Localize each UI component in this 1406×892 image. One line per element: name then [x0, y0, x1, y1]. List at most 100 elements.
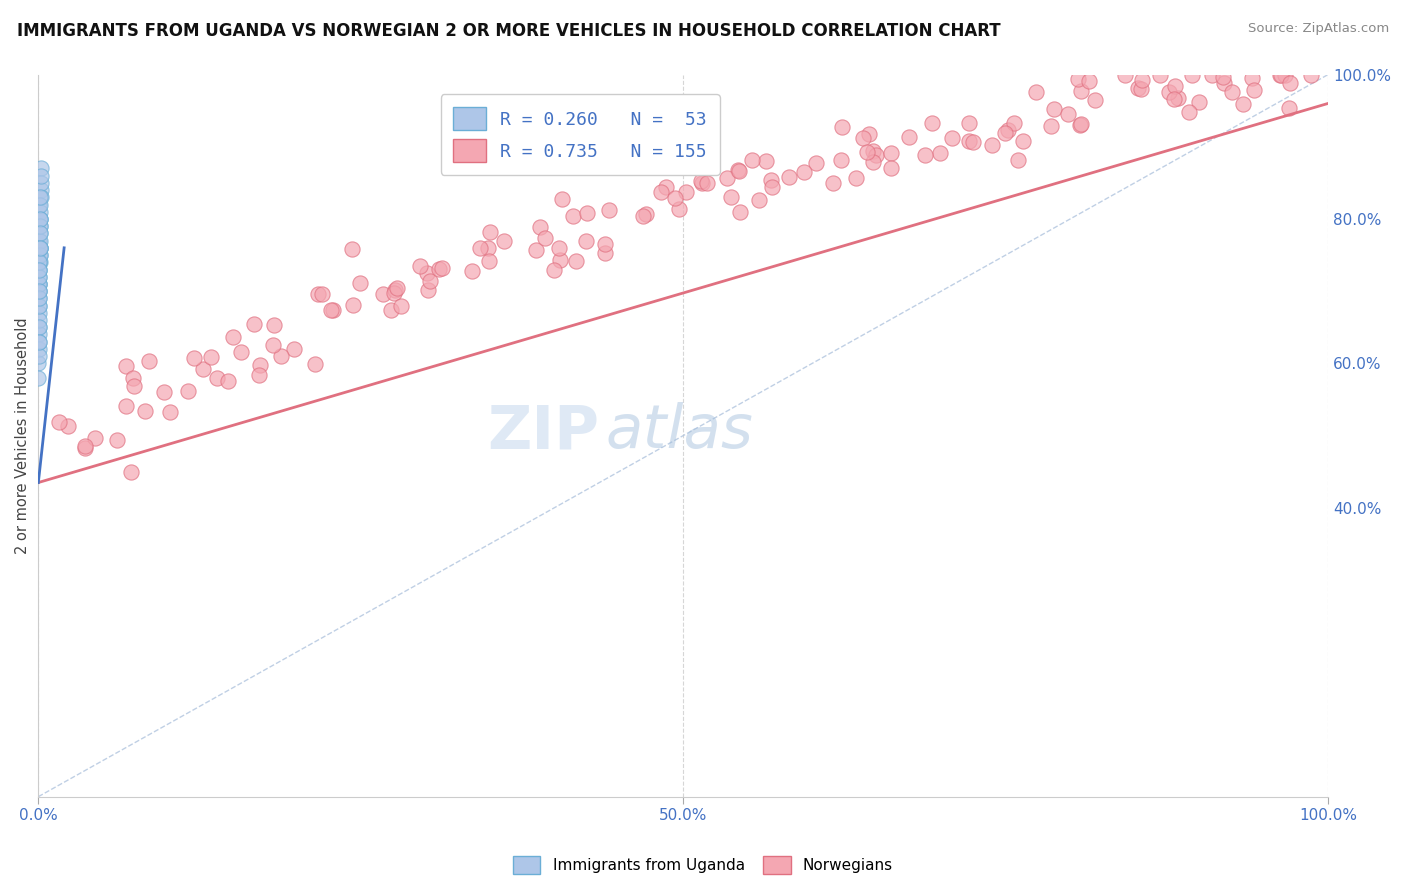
Point	[28, 241, 51, 255]
Point	[1007, 153, 1029, 167]
Point	[856, 145, 879, 159]
Point	[28, 284, 51, 298]
Point	[28, 284, 51, 298]
Point	[262, 338, 284, 352]
Y-axis label: 2 or more Vehicles in Household: 2 or more Vehicles in Household	[15, 318, 30, 554]
Point	[941, 131, 963, 145]
Point	[716, 171, 738, 186]
Point	[28, 248, 51, 262]
Point	[720, 190, 742, 204]
Point	[1278, 101, 1301, 115]
Point	[249, 358, 271, 372]
Point	[73, 442, 96, 456]
Point	[84, 431, 107, 445]
Point	[1181, 68, 1204, 82]
Point	[548, 241, 571, 255]
Point	[28, 334, 51, 349]
Point	[28, 219, 51, 234]
Point	[675, 185, 697, 199]
Point	[28, 241, 51, 255]
Point	[30, 204, 52, 219]
Point	[862, 155, 884, 169]
Point	[593, 245, 616, 260]
Point	[28, 248, 51, 262]
Point	[27, 371, 49, 385]
Point	[730, 205, 752, 219]
Point	[217, 375, 239, 389]
Point	[30, 183, 52, 197]
Point	[1157, 85, 1180, 99]
Point	[28, 299, 51, 313]
Point	[1212, 70, 1234, 84]
Point	[263, 318, 285, 332]
Point	[56, 419, 79, 434]
Point	[409, 259, 432, 273]
Point	[30, 211, 52, 226]
Point	[28, 327, 51, 342]
Point	[1070, 116, 1092, 130]
Point	[748, 194, 770, 208]
Point	[1164, 78, 1187, 93]
Point	[804, 155, 827, 169]
Point	[27, 356, 49, 370]
Point	[561, 209, 583, 223]
Point	[668, 202, 690, 216]
Point	[349, 276, 371, 290]
Point	[28, 255, 51, 269]
Point	[419, 275, 441, 289]
Point	[28, 299, 51, 313]
Legend: Immigrants from Uganda, Norwegians: Immigrants from Uganda, Norwegians	[508, 850, 898, 880]
Point	[551, 192, 574, 206]
Point	[914, 148, 936, 162]
Point	[929, 146, 952, 161]
Point	[207, 371, 229, 385]
Point	[793, 165, 815, 179]
Point	[755, 153, 778, 168]
Point	[957, 116, 980, 130]
Point	[30, 211, 52, 226]
Legend: R = 0.260   N =  53, R = 0.735   N = 155: R = 0.260 N = 53, R = 0.735 N = 155	[440, 95, 720, 175]
Point	[1114, 68, 1136, 82]
Point	[1299, 68, 1322, 82]
Point	[634, 207, 657, 221]
Point	[247, 368, 270, 382]
Text: atlas: atlas	[606, 402, 754, 461]
Point	[479, 226, 502, 240]
Point	[1084, 93, 1107, 107]
Point	[28, 197, 51, 211]
Point	[28, 292, 51, 306]
Point	[1025, 85, 1047, 99]
Point	[1149, 68, 1171, 82]
Point	[28, 234, 51, 248]
Point	[382, 285, 405, 300]
Point	[28, 234, 51, 248]
Point	[243, 317, 266, 331]
Point	[389, 299, 412, 313]
Point	[432, 261, 454, 276]
Point	[957, 134, 980, 148]
Point	[494, 235, 516, 249]
Point	[468, 241, 491, 255]
Point	[183, 351, 205, 365]
Point	[159, 405, 181, 419]
Point	[28, 269, 51, 284]
Text: IMMIGRANTS FROM UGANDA VS NORWEGIAN 2 OR MORE VEHICLES IN HOUSEHOLD CORRELATION : IMMIGRANTS FROM UGANDA VS NORWEGIAN 2 OR…	[17, 22, 1001, 40]
Point	[308, 286, 330, 301]
Point	[342, 242, 364, 256]
Point	[1270, 68, 1292, 82]
Point	[30, 190, 52, 204]
Point	[461, 263, 484, 277]
Point	[880, 145, 903, 160]
Point	[27, 320, 49, 334]
Point	[543, 263, 565, 277]
Point	[28, 227, 51, 241]
Point	[380, 302, 402, 317]
Point	[30, 219, 52, 234]
Point	[28, 320, 51, 334]
Point	[759, 173, 782, 187]
Point	[1243, 83, 1265, 97]
Point	[200, 350, 222, 364]
Point	[1220, 85, 1243, 99]
Point	[727, 163, 749, 178]
Point	[690, 174, 713, 188]
